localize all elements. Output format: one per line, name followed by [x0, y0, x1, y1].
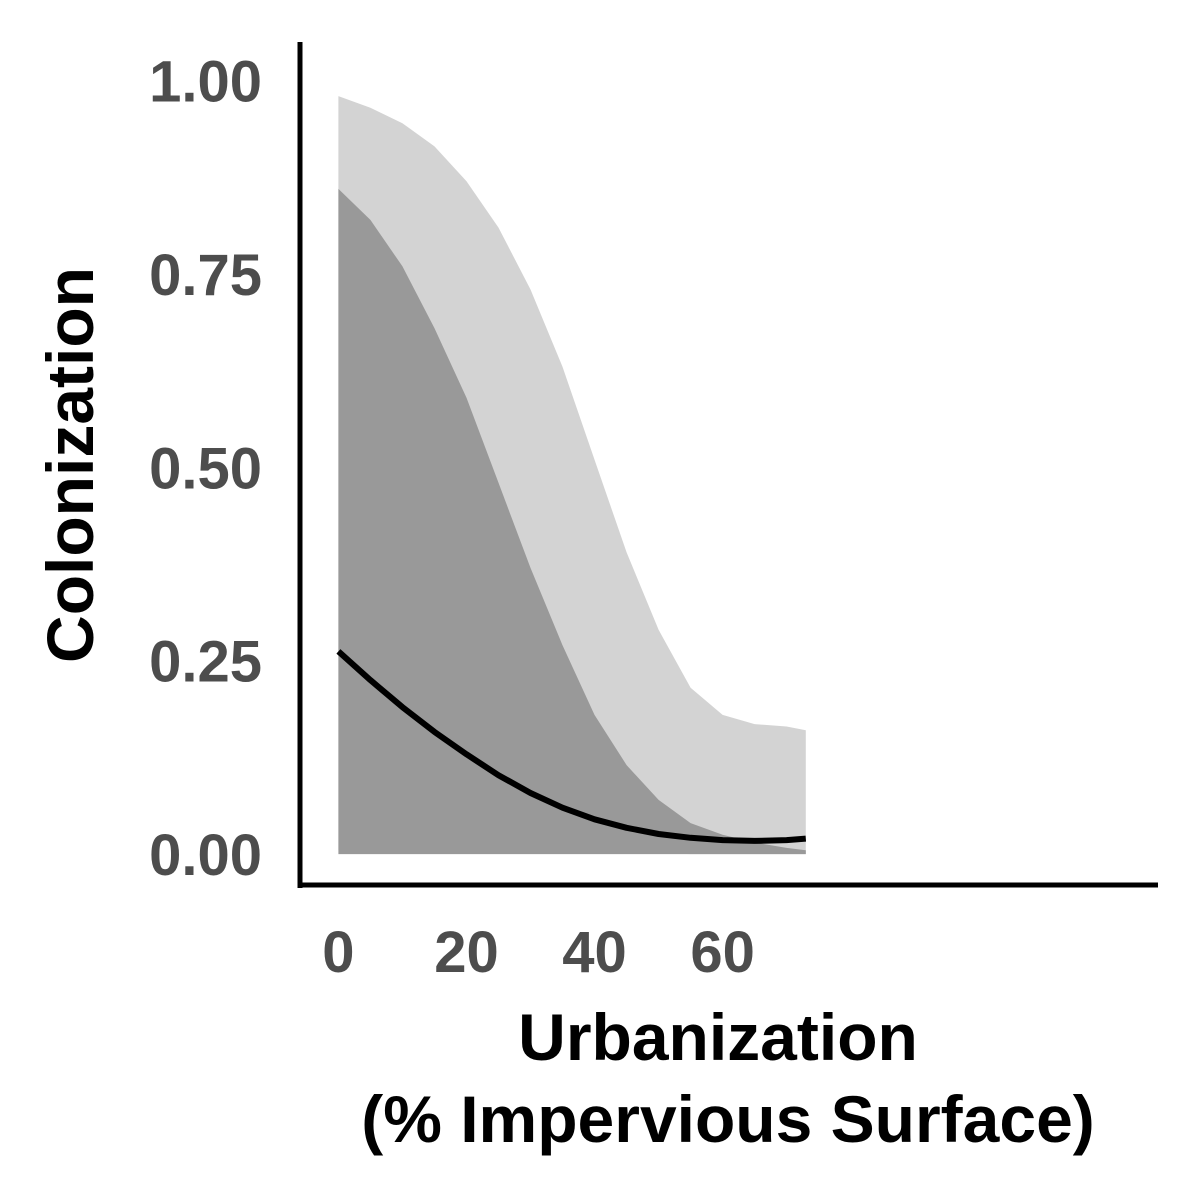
x-tick-label: 0	[322, 920, 354, 985]
x-tick-label: 20	[434, 920, 499, 985]
y-tick-label: 1.00	[149, 50, 262, 115]
y-tick-labels: 0.00 0.25 0.50 0.75 1.00	[149, 50, 262, 888]
x-tick-labels: 0 20 40 60	[322, 920, 755, 985]
y-tick-label: 0.50	[149, 436, 262, 501]
y-tick-label: 0.75	[149, 243, 262, 308]
x-tick-label: 60	[690, 920, 755, 985]
x-tick-label: 40	[562, 920, 627, 985]
y-tick-label: 0.00	[149, 823, 262, 888]
inner-interval-ribbon	[338, 188, 806, 855]
x-axis-title-line2: (% Impervious Surface)	[361, 1082, 1095, 1156]
y-axis-title: Colonization	[33, 267, 107, 663]
y-tick-label: 0.25	[149, 630, 262, 695]
lines	[336, 649, 807, 844]
mean-line	[336, 649, 807, 844]
x-axis-title-line1: Urbanization	[518, 1000, 918, 1074]
ribbons	[338, 96, 806, 855]
